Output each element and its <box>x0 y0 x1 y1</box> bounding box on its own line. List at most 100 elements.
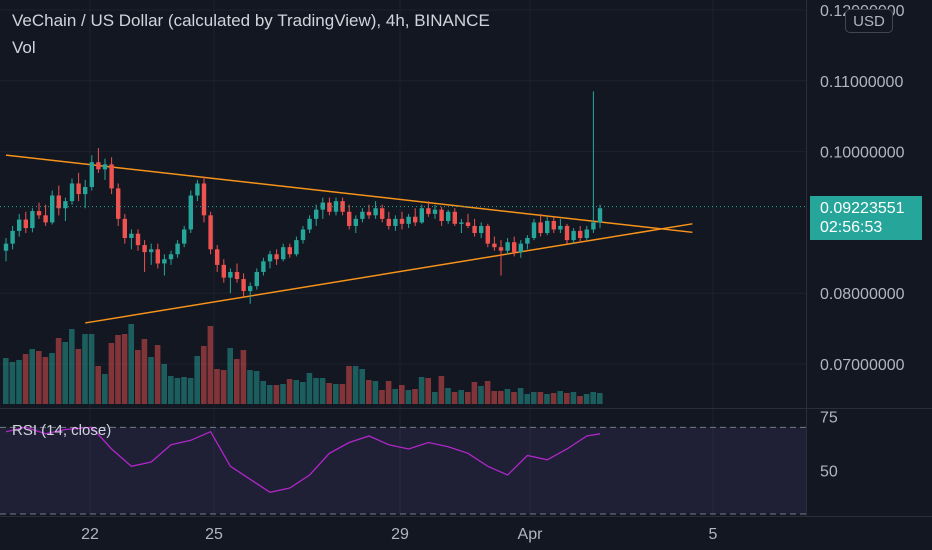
candle-body <box>261 261 266 272</box>
candle-body <box>406 216 411 224</box>
candle-body <box>135 233 141 246</box>
volume-bar <box>425 378 431 404</box>
rsi-pane <box>0 426 806 515</box>
candle <box>129 229 134 250</box>
candle <box>459 218 464 234</box>
volume-bar <box>22 354 29 404</box>
candle <box>208 211 213 255</box>
candle-body <box>558 225 563 230</box>
price-axis-label: 0.08000000 <box>820 286 905 303</box>
candle <box>188 190 193 234</box>
volume-bar <box>201 346 207 404</box>
candle <box>314 204 319 226</box>
candle-body <box>347 211 352 226</box>
volume-bar <box>517 388 524 404</box>
volume-bar <box>392 389 398 404</box>
volume-bar <box>333 384 339 404</box>
candle-body <box>109 164 114 189</box>
candle <box>109 157 114 195</box>
candle <box>558 218 563 234</box>
volume-bar <box>154 345 161 404</box>
candle <box>578 225 583 243</box>
candle-body <box>432 209 438 214</box>
rsi-axis[interactable]: 75 50 <box>820 410 838 481</box>
rsi-band-fill <box>0 427 806 514</box>
volume-bar <box>16 360 22 404</box>
candle-body <box>353 218 358 226</box>
candle <box>525 235 530 250</box>
volume-bar <box>544 394 550 404</box>
candle <box>485 223 490 248</box>
candle-body <box>479 225 484 234</box>
candle-body <box>564 225 570 241</box>
candle <box>287 243 292 258</box>
volume-bar <box>306 373 313 404</box>
candle-body <box>327 202 332 212</box>
volume-bar <box>577 396 583 404</box>
candle <box>116 183 121 226</box>
candle <box>142 240 147 272</box>
currency-badge[interactable]: USD <box>845 9 893 33</box>
price-axis[interactable]: 0.120000000.110000000.100000000.08000000… <box>820 3 905 374</box>
rsi-axis-label: 50 <box>820 464 838 481</box>
candle <box>432 204 438 219</box>
candle <box>353 215 358 234</box>
volume-bar <box>300 382 306 404</box>
candle <box>83 179 88 209</box>
candle <box>347 204 352 230</box>
candle-body <box>459 222 464 224</box>
volume-bar <box>174 378 181 404</box>
candle-body <box>102 164 108 170</box>
volume-bar <box>570 392 577 404</box>
candle-body <box>380 208 385 219</box>
volume-bar <box>531 392 537 404</box>
volume-bar <box>537 392 544 404</box>
rsi-legend[interactable]: RSI (14, close) <box>12 422 112 439</box>
candle-body <box>221 264 226 278</box>
volume-bar <box>253 371 260 404</box>
candle-body <box>248 286 253 292</box>
candle <box>538 213 543 237</box>
candle <box>17 213 22 237</box>
volume-bar <box>194 356 200 404</box>
volume-bar <box>399 385 405 404</box>
volume-bar <box>234 359 240 404</box>
candle-body <box>63 201 68 209</box>
volume-bar <box>115 335 121 404</box>
volume-bar <box>280 384 286 404</box>
volume-bars <box>3 324 603 404</box>
candle-body <box>300 229 306 241</box>
candle-body <box>545 220 550 234</box>
volume-bar <box>471 382 478 404</box>
candle-body <box>201 183 207 216</box>
volume-bar <box>319 378 326 404</box>
candle <box>10 225 15 250</box>
candle <box>307 215 312 234</box>
time-axis-label: 25 <box>205 526 223 543</box>
candle <box>162 254 167 276</box>
candle-body <box>195 183 200 196</box>
volume-bar <box>498 391 504 404</box>
candle-body <box>571 230 576 241</box>
candle <box>182 225 187 248</box>
candle-body <box>162 259 167 264</box>
candle <box>452 208 457 226</box>
candle-body <box>413 216 418 223</box>
time-axis[interactable]: 22 25 29 Apr 5 <box>81 526 717 543</box>
volume-bar <box>273 385 280 404</box>
volume-bar <box>121 334 128 404</box>
volume-bar <box>597 393 603 404</box>
candle <box>472 218 477 237</box>
candle-body <box>446 211 451 221</box>
candle-body <box>439 209 444 221</box>
volume-legend[interactable]: Vol <box>12 38 36 57</box>
candle-body <box>452 211 457 224</box>
candle <box>241 273 246 297</box>
candle-body <box>472 225 477 234</box>
volume-bar <box>366 380 372 404</box>
time-axis-label: Apr <box>518 526 544 543</box>
volume-bar <box>214 369 220 404</box>
volume-bar <box>511 392 517 404</box>
volume-bar <box>247 370 253 404</box>
